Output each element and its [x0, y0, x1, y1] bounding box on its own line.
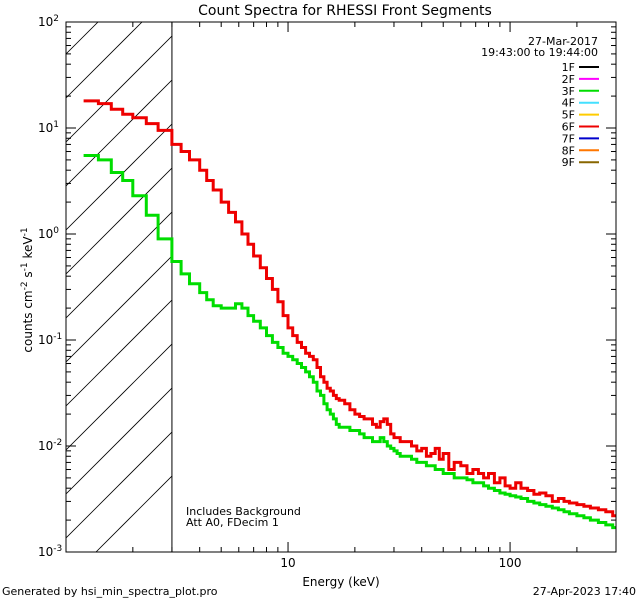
- y-tick-label: 100: [38, 226, 59, 241]
- series-3F-line: [83, 154, 616, 530]
- legend-label-7F: 7F: [562, 132, 575, 145]
- legend-label-2F: 2F: [562, 73, 575, 86]
- annotation-background: Includes Background: [186, 505, 301, 518]
- annotation-attenuator: Att A0, FDecim 1: [186, 516, 279, 529]
- plot-frame: [65, 21, 617, 553]
- legend-label-6F: 6F: [562, 121, 575, 134]
- y-tick-label: 10-3: [38, 544, 62, 559]
- date-label: 27-Mar-2017: [528, 35, 598, 48]
- x-tick-label: 100: [499, 556, 522, 570]
- time-range-label: 19:43:00 to 19:44:00: [481, 46, 598, 59]
- legend-label-3F: 3F: [562, 85, 575, 98]
- legend-label-1F: 1F: [562, 61, 575, 74]
- legend-label-4F: 4F: [562, 97, 575, 110]
- y-tick-label: 102: [38, 14, 59, 29]
- y-tick-label: 101: [38, 120, 59, 135]
- y-tick-label: 10-2: [38, 438, 62, 453]
- series-6F-line: [83, 99, 616, 518]
- footer-timestamp: 27-Apr-2023 17:40: [533, 585, 636, 598]
- y-axis-label: counts cm-2 s-1 keV-1: [20, 227, 35, 352]
- chart-title: Count Spectra for RHESSI Front Segments: [198, 3, 492, 19]
- x-axis-label: Energy (keV): [302, 575, 379, 589]
- x-tick-label: 10: [280, 556, 295, 570]
- legend-label-5F: 5F: [562, 109, 575, 122]
- legend-label-8F: 8F: [562, 144, 575, 157]
- y-tick-label: 10-1: [38, 332, 62, 347]
- footer-generated-by: Generated by hsi_min_spectra_plot.pro: [2, 585, 218, 598]
- legend-label-9F: 9F: [562, 156, 575, 169]
- excluded-energy-region: [66, 22, 173, 552]
